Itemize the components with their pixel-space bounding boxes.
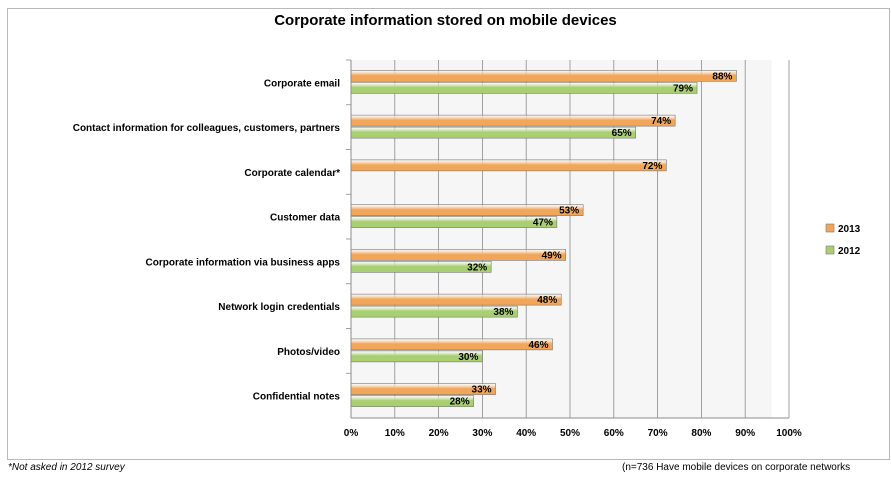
category-label: Confidential notes	[253, 392, 341, 403]
category-label: Corporate email	[264, 78, 340, 89]
value-label: 88%	[712, 71, 732, 82]
x-tick-label: 40%	[516, 428, 536, 439]
value-label: 32%	[467, 262, 487, 273]
x-tick-label: 60%	[604, 428, 624, 439]
legend-swatch-2013	[825, 223, 835, 233]
value-label: 33%	[472, 385, 492, 396]
sample-note: (n=736 Have mobile devices on corporate …	[622, 462, 851, 473]
value-label: 28%	[450, 397, 470, 408]
x-tick-label: 10%	[385, 428, 405, 439]
value-label: 47%	[533, 218, 553, 229]
category-label: Photos/video	[277, 347, 340, 358]
legend-label: 2012	[838, 246, 861, 257]
bar-2012	[350, 126, 637, 139]
x-tick-label: 70%	[648, 428, 668, 439]
bar-2013	[350, 293, 562, 306]
bar-2012	[350, 82, 698, 94]
value-label: 30%	[458, 352, 478, 363]
bar-2012	[350, 216, 558, 228]
x-tick-label: 20%	[429, 428, 449, 439]
bar-2013	[350, 249, 566, 261]
legend-label: 2013	[838, 224, 861, 235]
value-label: 46%	[528, 340, 548, 351]
value-label: 38%	[493, 307, 513, 318]
value-label: 79%	[673, 83, 693, 94]
footnote: *Not asked in 2012 survey	[8, 462, 125, 473]
value-label: 72%	[642, 161, 662, 172]
value-label: 65%	[612, 128, 632, 139]
bar-2013	[350, 204, 584, 216]
bar-2013	[350, 114, 676, 127]
plot-area	[351, 60, 772, 418]
category-label: Network login credentials	[218, 302, 340, 313]
x-tick-label: 100%	[776, 428, 802, 439]
category-label: Contact information for colleagues, cust…	[73, 123, 341, 134]
x-tick-label: 80%	[691, 428, 711, 439]
x-tick-label: 30%	[472, 428, 492, 439]
value-label: 53%	[559, 206, 579, 217]
x-tick-label: 50%	[560, 428, 580, 439]
x-tick-label: 0%	[344, 428, 359, 439]
chart-title: Corporate information stored on mobile d…	[274, 12, 617, 29]
legend-swatch-2012	[825, 245, 835, 255]
value-label: 74%	[651, 116, 671, 127]
category-label: Corporate information via business apps	[146, 257, 341, 268]
bar-2013	[350, 159, 667, 172]
x-tick-label: 90%	[735, 428, 755, 439]
value-label: 48%	[537, 295, 557, 306]
value-label: 49%	[542, 250, 562, 261]
category-label: Corporate calendar*	[244, 168, 340, 179]
category-label: Customer data	[270, 213, 340, 224]
bar-2013	[350, 338, 553, 351]
bar-2013	[350, 70, 737, 82]
